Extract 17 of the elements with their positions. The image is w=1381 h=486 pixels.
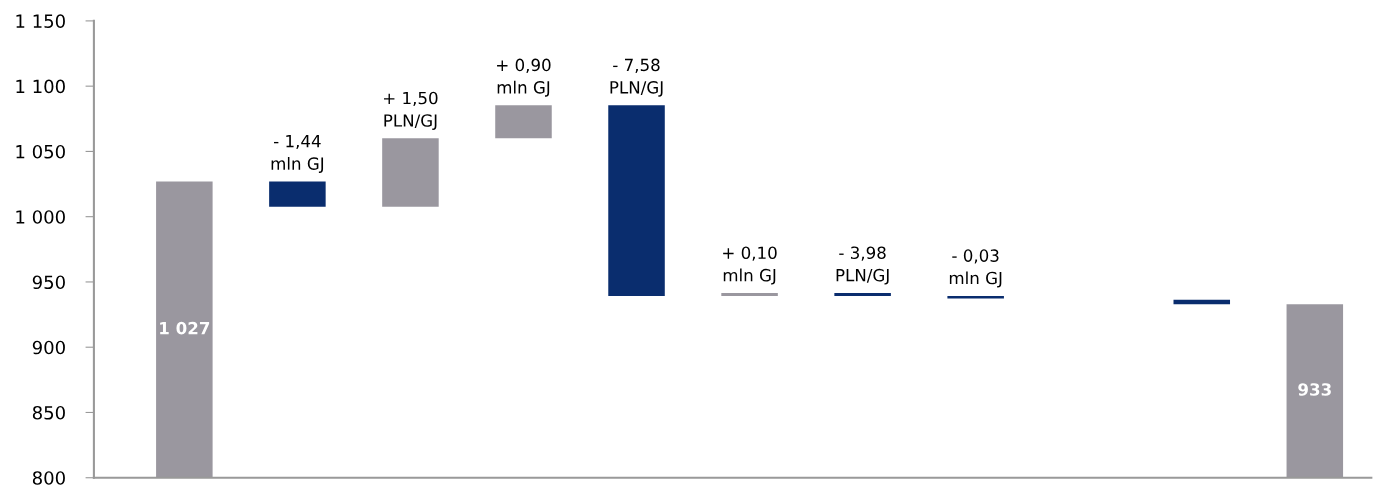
- y-tick-label: 1 050: [16, 144, 65, 159]
- y-tick-label: 1 150: [16, 14, 65, 29]
- annotation: + 1,50 PLN/GJ: [384, 91, 438, 130]
- data-label: 933: [1298, 383, 1331, 396]
- annotation: + 0,10 mln GJ: [723, 246, 777, 285]
- y-tick-label: 950: [32, 275, 65, 290]
- y-tick-label: 900: [32, 340, 65, 355]
- y-tick-label: 1 000: [16, 210, 65, 224]
- annotation: - 0,03 mln GJ: [949, 249, 1002, 288]
- y-tick-label: 1 100: [16, 79, 65, 94]
- data-label: 1 027: [160, 321, 210, 335]
- annotation: - 3,98 PLN/GJ: [836, 246, 889, 285]
- y-tick-label: 800: [32, 471, 65, 485]
- annotation: - 7,58 PLN/GJ: [610, 58, 663, 97]
- annotation: - 1,44 mln GJ: [271, 135, 324, 173]
- y-tick-label: 850: [32, 405, 65, 420]
- annotation: + 0,90 mln GJ: [497, 58, 551, 97]
